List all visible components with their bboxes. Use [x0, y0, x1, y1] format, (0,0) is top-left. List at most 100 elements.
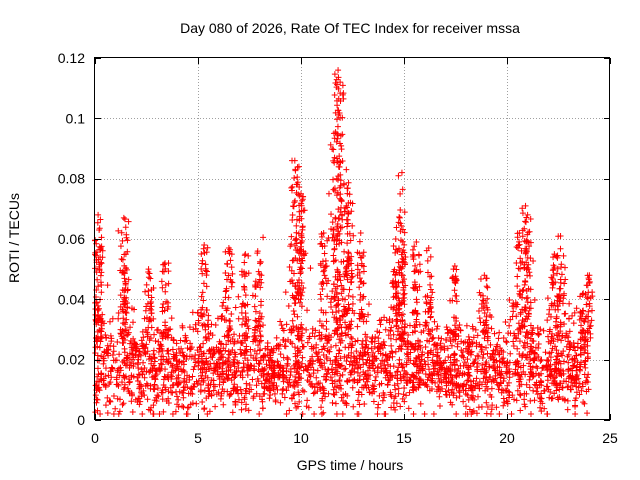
data-point [325, 367, 332, 374]
data-point [256, 338, 263, 345]
data-point [297, 349, 304, 356]
data-point [278, 322, 285, 329]
data-point [470, 325, 477, 332]
x-tick-label: 25 [602, 430, 618, 446]
data-point [127, 337, 134, 344]
data-point [219, 313, 226, 320]
data-point [527, 363, 534, 370]
data-point [113, 374, 120, 381]
data-point [530, 258, 537, 265]
data-point [410, 410, 417, 417]
data-point [483, 410, 490, 417]
x-tick-label: 15 [396, 430, 412, 446]
data-point [460, 354, 467, 361]
data-point [329, 399, 336, 406]
data-point [139, 410, 146, 417]
data-point [102, 365, 109, 372]
data-point [182, 338, 188, 345]
data-point [324, 293, 331, 300]
data-point [430, 410, 437, 417]
data-point [417, 400, 424, 407]
data-point [365, 311, 372, 318]
data-point [254, 375, 261, 382]
data-point [159, 396, 166, 403]
data-point [527, 322, 534, 329]
data-point [318, 404, 325, 411]
data-point [561, 264, 568, 271]
data-point [274, 386, 281, 393]
data-point [289, 340, 296, 347]
data-point [104, 282, 111, 289]
data-point [474, 382, 481, 389]
data-point [464, 356, 471, 363]
data-point [104, 410, 111, 417]
data-point [523, 381, 530, 388]
data-point [94, 365, 101, 372]
data-point [304, 397, 311, 404]
data-point [303, 403, 310, 410]
data-point [238, 406, 245, 413]
data-point [180, 352, 187, 359]
data-point [291, 344, 298, 351]
data-point [569, 312, 576, 319]
data-point [436, 393, 443, 400]
data-point [253, 390, 260, 397]
data-point [295, 370, 302, 377]
data-point [487, 355, 494, 362]
data-point [282, 289, 289, 296]
data-point [173, 340, 180, 347]
data-point [346, 361, 353, 368]
data-point [527, 397, 534, 404]
data-point [506, 368, 513, 375]
data-point [197, 381, 204, 388]
data-point [141, 365, 148, 372]
data-point [374, 410, 381, 417]
data-point [96, 344, 103, 351]
data-point [235, 396, 242, 403]
data-point [430, 334, 437, 341]
data-point [438, 335, 445, 342]
data-point [306, 335, 313, 342]
x-axis-label: GPS time / hours [297, 457, 404, 473]
data-point [237, 386, 244, 393]
data-point [247, 352, 254, 359]
data-point [116, 351, 123, 358]
data-point [526, 360, 533, 367]
data-point [115, 309, 122, 316]
data-point [153, 327, 160, 334]
data-point [115, 315, 122, 322]
data-point [377, 360, 384, 367]
data-point [535, 340, 542, 347]
y-tick-label: 0.08 [58, 171, 85, 187]
data-point [333, 241, 340, 248]
data-point [339, 410, 346, 417]
data-point [377, 321, 384, 328]
data-point [451, 263, 458, 270]
data-point [473, 375, 480, 382]
data-point [472, 356, 479, 363]
data-point [121, 349, 128, 356]
data-point [252, 278, 259, 285]
data-point [281, 394, 288, 401]
data-point [311, 333, 318, 340]
data-point [460, 398, 467, 405]
data-point [279, 325, 286, 332]
data-point [323, 371, 330, 378]
data-point [199, 398, 206, 405]
data-point [119, 379, 126, 386]
data-point [372, 373, 379, 380]
data-point [332, 342, 339, 349]
data-point [470, 407, 477, 414]
data-point [263, 361, 270, 368]
data-point [506, 389, 513, 396]
data-point [106, 318, 113, 325]
data-point [469, 408, 476, 415]
data-point [505, 394, 512, 401]
data-point [194, 328, 201, 335]
data-point [130, 319, 137, 326]
data-point [535, 331, 542, 338]
data-point [184, 404, 191, 411]
data-point [356, 275, 363, 282]
data-point [141, 392, 148, 399]
